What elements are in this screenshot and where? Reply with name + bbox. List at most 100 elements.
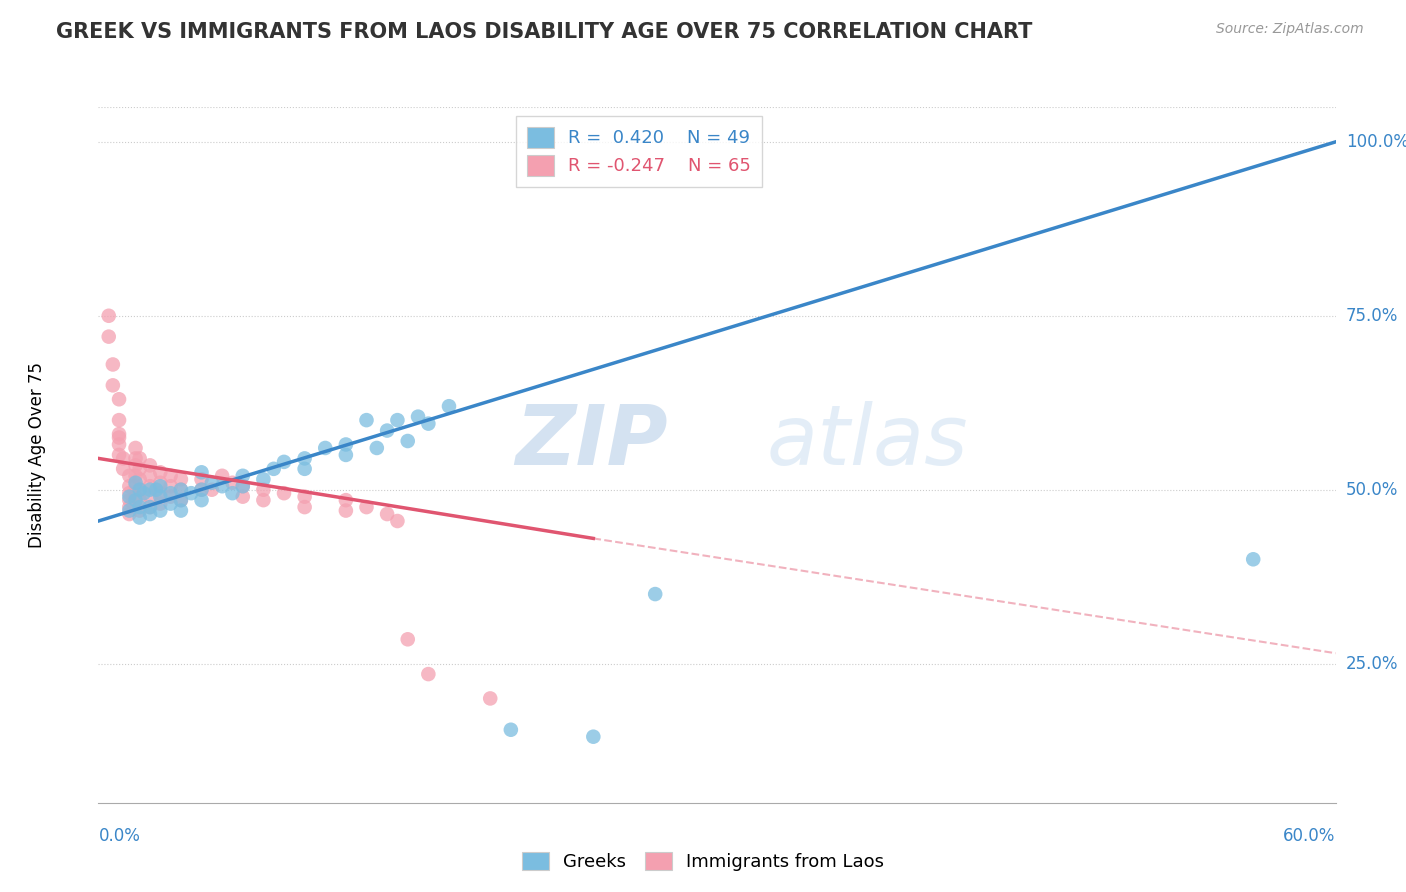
Point <box>139 500 162 514</box>
Point <box>201 475 224 490</box>
Point <box>139 507 162 521</box>
Point <box>128 483 150 497</box>
Point <box>124 458 146 473</box>
Point <box>170 483 193 497</box>
Text: Disability Age Over 75: Disability Age Over 75 <box>28 362 45 548</box>
Point <box>118 500 141 514</box>
Legend: R =  0.420    N = 49, R = -0.247    N = 65: R = 0.420 N = 49, R = -0.247 N = 65 <box>516 116 762 186</box>
Point <box>644 587 666 601</box>
Point <box>294 490 316 504</box>
Point <box>221 486 243 500</box>
Point <box>101 358 124 372</box>
Text: 60.0%: 60.0% <box>1284 827 1336 845</box>
Point <box>139 483 162 497</box>
Point <box>118 493 141 508</box>
Point <box>170 472 193 486</box>
Point <box>232 479 254 493</box>
Point <box>149 497 172 511</box>
Point <box>252 493 274 508</box>
Point <box>396 632 419 647</box>
Point <box>97 309 120 323</box>
Point <box>159 468 181 483</box>
Point <box>437 399 460 413</box>
Point <box>396 434 419 448</box>
Point <box>418 667 440 681</box>
Point <box>499 723 522 737</box>
Text: 0.0%: 0.0% <box>98 827 141 845</box>
Point <box>108 427 131 442</box>
Point <box>211 468 233 483</box>
Point <box>118 486 141 500</box>
Point <box>294 462 316 476</box>
Point <box>366 441 388 455</box>
Point <box>170 493 193 508</box>
Point <box>124 451 146 466</box>
Point <box>273 455 295 469</box>
Point <box>132 486 155 500</box>
Point <box>128 493 150 508</box>
Point <box>108 431 131 445</box>
Text: ZIP: ZIP <box>515 401 668 482</box>
Text: GREEK VS IMMIGRANTS FROM LAOS DISABILITY AGE OVER 75 CORRELATION CHART: GREEK VS IMMIGRANTS FROM LAOS DISABILITY… <box>56 22 1032 42</box>
Point <box>180 486 202 500</box>
Point <box>232 490 254 504</box>
Point <box>294 500 316 514</box>
Point <box>1241 552 1264 566</box>
Point <box>190 493 212 508</box>
Point <box>479 691 502 706</box>
Point <box>124 493 146 508</box>
Point <box>118 479 141 493</box>
Point <box>128 503 150 517</box>
Point <box>108 437 131 451</box>
Point <box>294 451 316 466</box>
Point <box>139 500 162 514</box>
Point <box>149 475 172 490</box>
Point <box>124 490 146 504</box>
Point <box>252 483 274 497</box>
Point <box>112 462 135 476</box>
Point <box>190 483 212 497</box>
Point <box>418 417 440 431</box>
Point <box>124 479 146 493</box>
Text: 25.0%: 25.0% <box>1346 655 1399 673</box>
Point <box>375 424 398 438</box>
Point <box>375 507 398 521</box>
Point <box>139 490 162 504</box>
Point <box>387 413 409 427</box>
Point <box>190 466 212 480</box>
Point <box>252 472 274 486</box>
Point <box>335 493 357 508</box>
Point <box>314 441 336 455</box>
Text: Source: ZipAtlas.com: Source: ZipAtlas.com <box>1216 22 1364 37</box>
Point <box>145 483 167 497</box>
Point <box>273 486 295 500</box>
Point <box>159 479 181 493</box>
Point <box>149 466 172 480</box>
Point <box>149 490 172 504</box>
Point <box>356 413 378 427</box>
Point <box>190 483 212 497</box>
Point <box>170 483 193 497</box>
Point <box>356 500 378 514</box>
Point <box>201 483 224 497</box>
Point <box>232 468 254 483</box>
Point <box>159 497 181 511</box>
Point <box>149 503 172 517</box>
Point <box>118 503 141 517</box>
Point <box>170 503 193 517</box>
Point <box>128 462 150 476</box>
Point <box>128 483 150 497</box>
Legend: Greeks, Immigrants from Laos: Greeks, Immigrants from Laos <box>515 845 891 879</box>
Text: 100.0%: 100.0% <box>1346 133 1406 151</box>
Point <box>128 510 150 524</box>
Point <box>263 462 285 476</box>
Point <box>97 329 120 343</box>
Point <box>159 486 181 500</box>
Point <box>124 475 146 490</box>
Point <box>108 392 131 407</box>
Text: 50.0%: 50.0% <box>1346 481 1399 499</box>
Point <box>335 437 357 451</box>
Point <box>387 514 409 528</box>
Point <box>170 493 193 508</box>
Point <box>149 479 172 493</box>
